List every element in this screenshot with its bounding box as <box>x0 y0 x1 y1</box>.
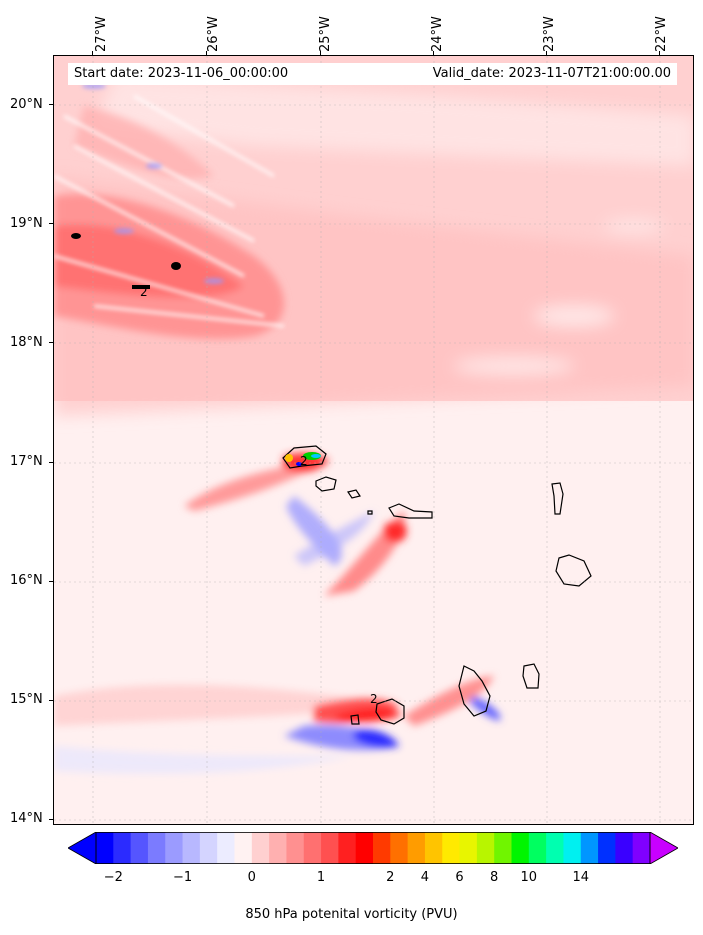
cb-tick-6: 6 <box>455 870 464 885</box>
colorbar-under-arrow <box>68 832 97 864</box>
lat-label-20n: 20°N <box>10 97 43 112</box>
start-date-text: Start date: 2023-11-06_00:00:00 <box>74 66 289 81</box>
colorbar-bin <box>269 832 287 864</box>
cb-tick-8: 8 <box>490 870 499 885</box>
lat-label-16n: 16°N <box>10 573 43 588</box>
island-boa-vista <box>555 554 592 587</box>
island-sal <box>551 482 564 515</box>
colorbar-bin <box>147 832 166 864</box>
lat-label-14n: 14°N <box>10 811 43 826</box>
cb-tick-m1: −1 <box>172 870 193 885</box>
pv-northwest-waves <box>54 106 284 339</box>
cb-tick-0: 0 <box>247 870 256 885</box>
lat-label-17n: 17°N <box>10 454 43 469</box>
cb-tick-2: 2 <box>386 870 395 885</box>
island-santo-antao <box>282 445 327 469</box>
island-maio <box>522 663 540 689</box>
contour-label-nw: 2 <box>140 285 148 299</box>
colorbar-bin <box>580 832 599 864</box>
cb-tick-10: 10 <box>520 870 538 885</box>
pv-extreme-santo-antao <box>285 452 321 466</box>
contour-label-santo-antao: 2 <box>300 454 308 468</box>
colorbar-bin <box>303 832 322 864</box>
island-santiago <box>458 665 491 717</box>
colorbar-bin <box>511 832 530 864</box>
colorbar-bin <box>563 832 582 864</box>
lat-label-15n: 15°N <box>10 692 43 707</box>
lat-label-18n: 18°N <box>10 335 43 350</box>
lon-label-24w: 24°W <box>430 16 445 52</box>
colorbar-bin <box>390 832 409 864</box>
pv-wave-streaks <box>54 94 285 328</box>
colorbar-over-arrow <box>649 832 678 864</box>
lon-label-25w: 25°W <box>318 16 333 52</box>
pv-plume-central <box>294 511 407 596</box>
colorbar-bin <box>130 832 149 864</box>
cb-tick-m2: −2 <box>103 870 123 885</box>
colorbar-bin <box>407 832 426 864</box>
lon-label-26w: 26°W <box>206 16 221 52</box>
colorbar-bin <box>546 832 564 864</box>
colorbar-bin <box>528 832 547 864</box>
colorbar-bin <box>113 832 132 864</box>
colorbar-bin <box>217 832 235 864</box>
colorbar-bin <box>494 832 512 864</box>
island-coastlines <box>282 445 592 725</box>
colorbar-bin <box>632 832 651 864</box>
colorbar-bin <box>424 832 443 864</box>
island-brava <box>350 714 360 725</box>
lon-label-27w: 27°W <box>94 16 109 52</box>
colorbar-bin <box>598 832 616 864</box>
colorbar-bin <box>286 832 305 864</box>
island-sao-vicente <box>315 476 337 492</box>
colorbar-bin <box>355 832 374 864</box>
map-gridlines <box>54 56 693 824</box>
colorbar-label: 850 hPa potenital vorticity (PVU) <box>245 907 458 922</box>
cb-tick-4: 4 <box>420 870 430 885</box>
island-fogo <box>375 698 405 725</box>
island-santa-luzia <box>347 489 361 499</box>
colorbar-bin <box>615 832 634 864</box>
lon-label-22w: 22°W <box>654 16 669 52</box>
colorbar-bin <box>165 832 184 864</box>
island-sao-nicolau <box>388 503 433 519</box>
colorbar-bin <box>476 832 495 864</box>
island-branco <box>367 510 373 515</box>
colorbar <box>68 832 678 864</box>
colorbar-bin <box>182 832 201 864</box>
pv-contour-blobs-nw <box>71 233 181 289</box>
cb-tick-14: 14 <box>572 870 590 885</box>
colorbar-bin <box>442 832 461 864</box>
colorbar-frame <box>95 832 651 864</box>
lon-label-23w: 23°W <box>542 16 557 52</box>
colorbar-bin <box>321 832 339 864</box>
map-panel[interactable]: 2 2 2 <box>53 55 694 825</box>
cb-tick-1: 1 <box>316 870 326 885</box>
pv-background-south <box>54 396 693 824</box>
colorbar-bin <box>96 832 114 864</box>
colorbar-bin <box>459 832 478 864</box>
colorbar-bin <box>199 832 218 864</box>
colorbar-bin <box>251 832 270 864</box>
colorbar-bin <box>338 832 357 864</box>
pv-field-map <box>54 56 693 824</box>
lat-label-19n: 19°N <box>10 216 43 231</box>
date-info-bar: Start date: 2023-11-06_00:00:00 Valid_da… <box>68 63 677 85</box>
valid-date-text: Valid_date: 2023-11-07T21:00:00.00 <box>432 66 671 81</box>
colorbar-bin <box>373 832 391 864</box>
contour-label-fogo: 2 <box>370 692 378 706</box>
colorbar-bin <box>234 832 253 864</box>
